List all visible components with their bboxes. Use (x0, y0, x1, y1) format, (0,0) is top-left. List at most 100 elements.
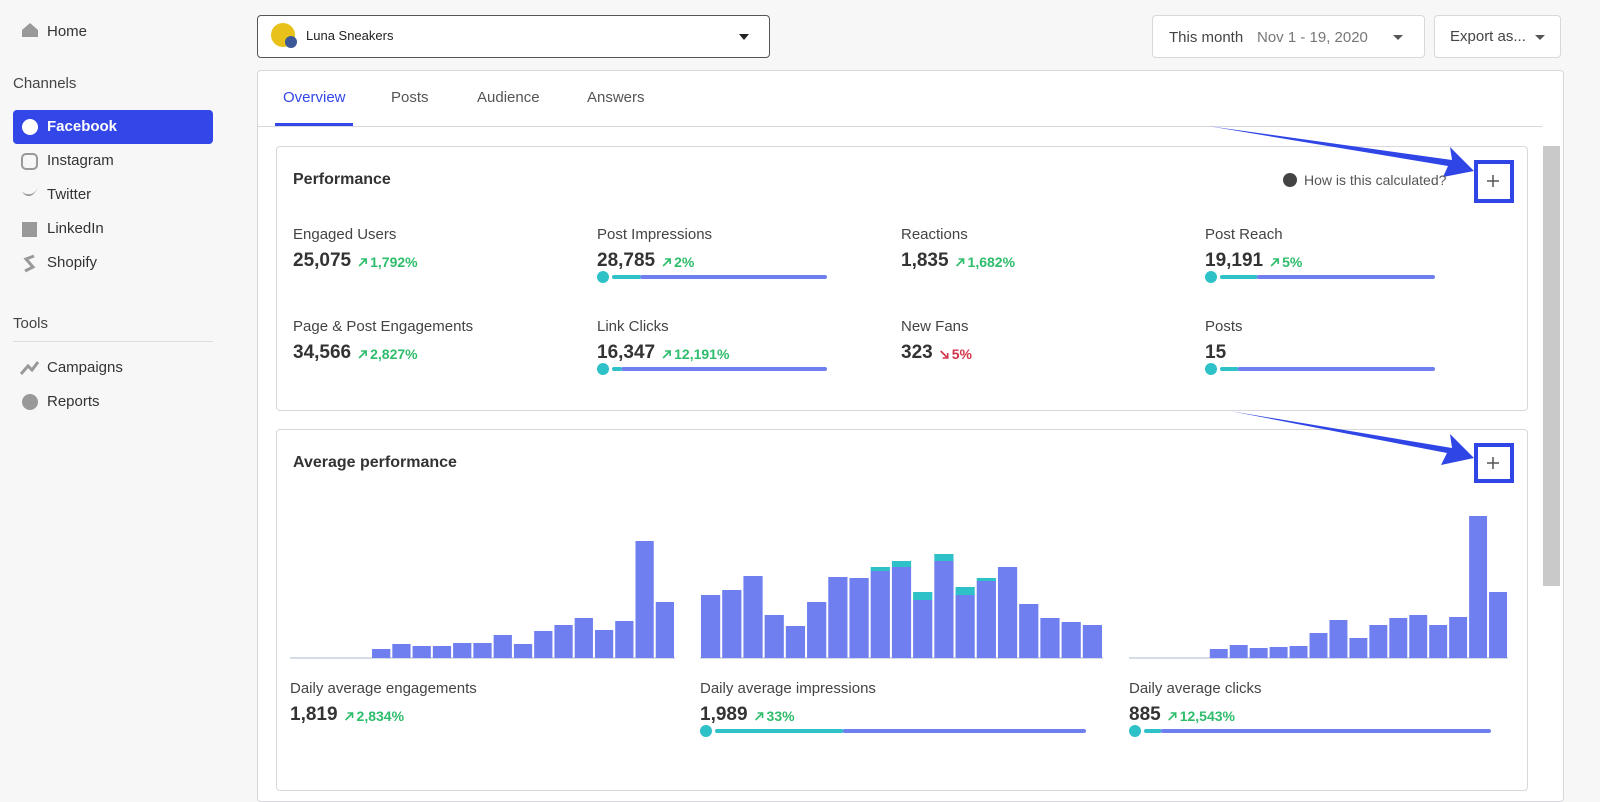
bar (513, 644, 533, 658)
metric-change: 1,682% (967, 254, 1016, 270)
metric-change: 5% (1282, 254, 1303, 270)
caret (1535, 35, 1545, 40)
date-select[interactable] (1152, 15, 1425, 58)
help-link[interactable]: How is this calculated? (1304, 172, 1447, 188)
metric-label: Posts (1205, 318, 1243, 335)
bar (1449, 617, 1468, 658)
metric-label: Post Impressions (597, 226, 713, 243)
metric-value: 28,785 (597, 250, 656, 271)
home-icon (22, 23, 38, 37)
annotation-arrow (1230, 411, 1474, 465)
trend-arrow (662, 258, 671, 267)
metric-change: 12,191% (674, 346, 730, 362)
tab[interactable]: Posts (391, 89, 429, 106)
trend-arrow (940, 350, 949, 359)
metric-change: 12,543% (1179, 708, 1235, 724)
nav-home[interactable]: Home (47, 23, 88, 40)
active-channel[interactable] (13, 110, 213, 144)
bar (1209, 649, 1228, 658)
bar (913, 592, 933, 600)
nav-channel[interactable]: LinkedIn (47, 220, 104, 237)
nav-channel[interactable]: Shopify (47, 254, 98, 271)
trend-arrow (358, 258, 367, 267)
bar (392, 644, 411, 658)
paid-icon (1205, 271, 1217, 283)
section-heading: Tools (13, 315, 49, 332)
bar (743, 576, 763, 658)
nav-channel[interactable]: Twitter (47, 186, 92, 203)
metric-value: 323 (901, 342, 933, 363)
metric-change: 2,827% (370, 346, 418, 362)
metric-label: Daily average clicks (1129, 680, 1262, 697)
bar (554, 625, 573, 658)
trend-arrow (955, 258, 965, 267)
bar (1040, 618, 1060, 658)
nav-channel[interactable]: Facebook (47, 118, 118, 135)
card-title: Performance (293, 171, 391, 188)
bar (807, 602, 827, 658)
bar (976, 581, 996, 658)
bar (828, 577, 848, 658)
tab[interactable]: Audience (477, 89, 540, 106)
bar (372, 649, 391, 658)
trend-arrow (358, 350, 367, 359)
paid-icon (597, 271, 609, 283)
bar (655, 602, 674, 658)
date-range: Nov 1 - 19, 2020 (1257, 29, 1368, 46)
paid-icon (597, 363, 609, 375)
bar (1369, 625, 1388, 658)
shopify-icon (23, 254, 36, 273)
nav-tool[interactable]: Campaigns (47, 359, 123, 376)
metric-value: 34,566 (293, 342, 352, 363)
bar (955, 595, 975, 658)
account-select[interactable] (257, 15, 770, 58)
metric-value: 1,989 (700, 704, 748, 725)
bar (1019, 604, 1039, 658)
metric-label: Link Clicks (597, 318, 669, 335)
metric-value: 25,075 (293, 250, 352, 271)
bar (913, 600, 933, 658)
tab-indicator (275, 123, 353, 126)
metric-value: 15 (1205, 342, 1227, 363)
bar (412, 646, 431, 658)
bar (1269, 647, 1288, 658)
expand-button[interactable] (1474, 443, 1514, 483)
account-name: Luna Sneakers (306, 28, 394, 43)
bar (594, 630, 614, 658)
nav-channel[interactable]: Instagram (47, 152, 114, 169)
twitter-icon (22, 188, 38, 197)
bar (473, 643, 492, 658)
bar (534, 631, 553, 658)
annotation-arrow (1208, 126, 1474, 177)
bar (764, 615, 784, 658)
paid-icon (1129, 725, 1141, 737)
bar (976, 578, 996, 581)
bar (1409, 615, 1428, 658)
bar (955, 587, 975, 595)
nav-tool[interactable]: Reports (47, 393, 100, 410)
bar (1249, 648, 1268, 658)
bar (1389, 618, 1408, 658)
paid-icon (1205, 363, 1217, 375)
bar (849, 578, 869, 658)
export-label: Export as... (1450, 28, 1526, 45)
bar (934, 554, 954, 561)
fb-badge (285, 36, 297, 48)
bar (785, 626, 806, 658)
tab[interactable]: Overview (283, 89, 346, 106)
scrollbar[interactable] (1543, 146, 1560, 586)
divider (13, 341, 213, 342)
metric-label: Page & Post Engagements (293, 318, 474, 335)
tab-divider (258, 126, 1542, 127)
metric-value: 1,819 (290, 704, 338, 725)
tab[interactable]: Answers (587, 89, 645, 106)
instagram-icon (21, 153, 38, 170)
metric-change: 1,792% (370, 254, 418, 270)
bar (701, 595, 721, 658)
metric-change: 5% (951, 346, 972, 362)
metric-value: 19,191 (1205, 250, 1264, 271)
metric-label: Daily average engagements (290, 680, 477, 697)
bar (635, 541, 654, 658)
